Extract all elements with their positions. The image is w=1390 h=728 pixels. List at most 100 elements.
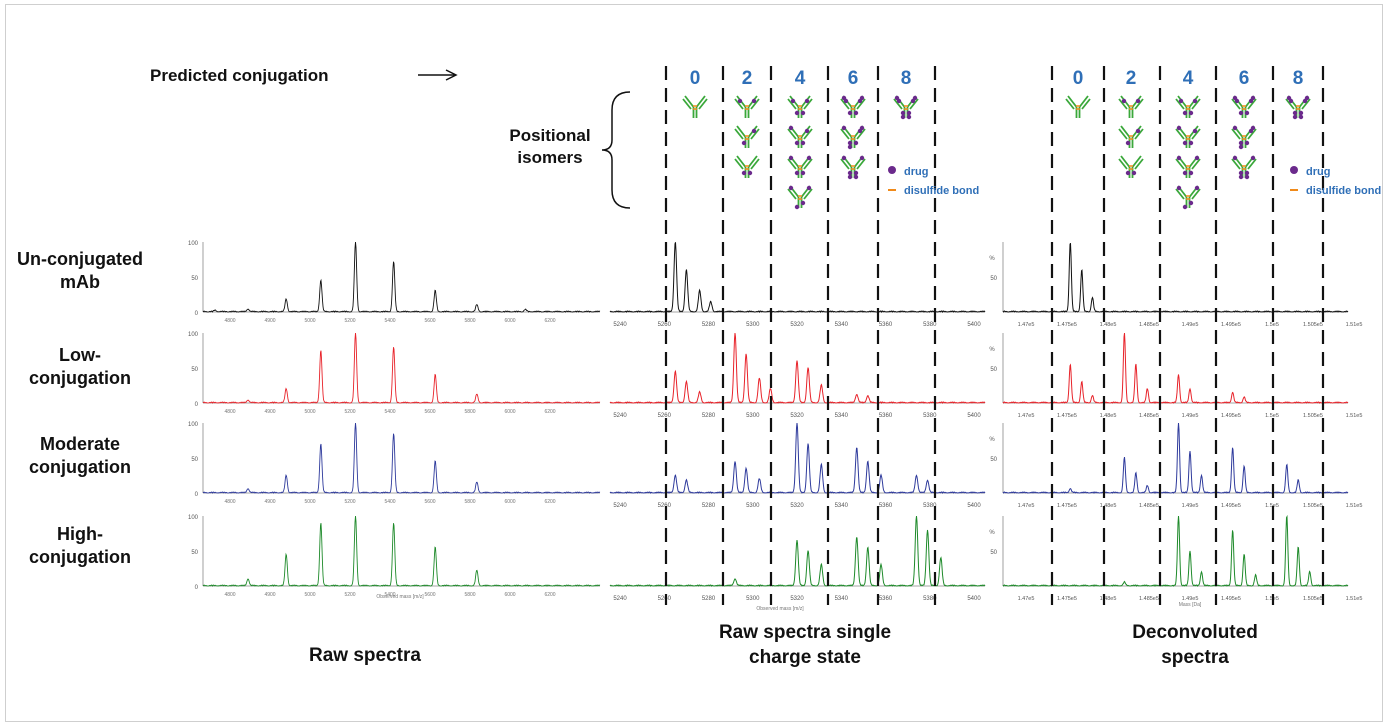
- raw-ytick-moderate-2: 100: [188, 422, 199, 428]
- dec-series-moderate: [1002, 422, 1349, 494]
- dec-legend-drug: drug: [1306, 166, 1330, 178]
- raw-xtick-unconjugated-2: 5000: [304, 318, 315, 324]
- scs-xtick-moderate-5: 5340: [835, 503, 849, 509]
- dec-xtick-unconjugated-4: 1.49e5: [1182, 322, 1199, 328]
- predicted-conjugation-label: Predicted conjugation: [150, 66, 329, 85]
- dec-ytick-low: 50: [990, 367, 997, 373]
- raw-xtick-low-8: 6200: [544, 409, 555, 415]
- scs-xtick-moderate-2: 5280: [702, 503, 716, 509]
- dec-drug-dot-2-1-0: [1135, 128, 1141, 134]
- dec-conj-number-4: 4: [1183, 68, 1194, 89]
- dec-xtick-moderate-5: 1.495e5: [1221, 503, 1241, 509]
- dec-xtick-unconjugated-7: 1.505e5: [1303, 322, 1323, 328]
- raw-series-unconjugated: [202, 241, 601, 313]
- raw-xtick-unconjugated-0: 4800: [224, 318, 235, 324]
- scs-drug-dot-4-1-0: [804, 128, 810, 134]
- raw-xtick-high-0: 4800: [224, 592, 235, 598]
- dec-conj-number-8: 8: [1293, 68, 1304, 89]
- scs-xtick-high-4: 5320: [790, 596, 804, 602]
- scs-drug-dot-8-0-3: [906, 110, 912, 116]
- row-label-moderate: Moderate conjugation: [29, 434, 131, 477]
- scs-drug-dot-4-3-1: [788, 185, 794, 191]
- dec-drug-dot-8-0-4: [1286, 95, 1292, 101]
- scs-drug-dot-4-1-3: [788, 125, 794, 131]
- raw-ytick-unconjugated-2: 100: [188, 241, 199, 247]
- row-label-high: High-conjugation: [29, 524, 131, 567]
- raw-xtick-low-2: 5000: [304, 409, 315, 415]
- dec-drug-dot-2-1-1: [1125, 140, 1131, 146]
- scs-xtick-low-3: 5300: [746, 413, 760, 419]
- raw-xtick-unconjugated-5: 5600: [424, 318, 435, 324]
- raw-xlabel: Observed mass [m/z]: [376, 594, 424, 600]
- raw-xtick-unconjugated-6: 5800: [464, 318, 475, 324]
- raw-xtick-moderate-1: 4900: [264, 499, 275, 505]
- raw-ytick-unconjugated-0: 0: [195, 311, 199, 317]
- scs-drug-dot-4-2-1: [800, 170, 806, 176]
- dec-drug-dot-6-1-4: [1250, 125, 1256, 131]
- raw-xtick-unconjugated-7: 6000: [504, 318, 515, 324]
- scs-xtick-moderate-1: 5260: [658, 503, 672, 509]
- dec-drug-dot-4-1-0: [1192, 128, 1198, 134]
- dec-antibody-icon-2-2: [1118, 155, 1144, 179]
- scs-drug-dot-2-0-0: [737, 98, 743, 104]
- dec-ytick-moderate: 50: [990, 457, 997, 463]
- raw-xtick-high-4: 5400: [384, 592, 395, 598]
- scs-xtick-moderate-6: 5360: [879, 503, 893, 509]
- scs-drug-dot-6-1-1: [847, 140, 853, 146]
- dec-xtick-moderate-7: 1.505e5: [1303, 503, 1323, 509]
- dec-series-low: [1002, 332, 1349, 404]
- dec-drug-dot-4-0-3: [1188, 110, 1194, 116]
- raw-xtick-high-3: 5200: [344, 592, 355, 598]
- scs-antibody-icon-2-1: [734, 125, 760, 149]
- dec-drug-dot-6-2-4: [1238, 174, 1244, 180]
- scs-drug-dot-2-0-1: [751, 98, 757, 104]
- dec-drug-dot-6-1-1: [1238, 140, 1244, 146]
- dec-xlabel: Mass [Da]: [1179, 602, 1202, 608]
- scs-xtick-high-5: 5340: [835, 596, 849, 602]
- scs-xtick-unconjugated-4: 5320: [790, 322, 804, 328]
- dec-xtick-unconjugated-2: 1.48e5: [1100, 322, 1117, 328]
- scs-series-low: [609, 332, 986, 404]
- scs-xtick-low-7: 5380: [923, 413, 937, 419]
- dec-ytick-unconjugated: 50: [990, 276, 997, 282]
- scs-drug-dot-6-1-5: [847, 144, 853, 150]
- footer-raw-spectra: Raw spectra: [309, 645, 421, 666]
- scs-xtick-unconjugated-0: 5240: [613, 322, 627, 328]
- dec-drug-dot-8-0-5: [1304, 95, 1310, 101]
- dec-xtick-low-5: 1.495e5: [1221, 413, 1241, 419]
- dec-legend-disulfide: disulfide bond: [1306, 185, 1381, 197]
- dec-drug-dot-8-0-3: [1298, 110, 1304, 116]
- dec-drug-dot-2-0-0: [1121, 98, 1127, 104]
- dec-xtick-low-1: 1.475e5: [1057, 413, 1077, 419]
- dec-drug-dot-6-1-5: [1238, 144, 1244, 150]
- dec-antibody-icon-4-0: [1175, 95, 1201, 119]
- dec-drug-dot-8-0-7: [1298, 114, 1304, 120]
- scs-drug-dot-4-3-2: [806, 185, 812, 191]
- raw-xtick-unconjugated-4: 5400: [384, 318, 395, 324]
- dec-drug-dot-8-0-6: [1292, 114, 1298, 120]
- dec-xtick-unconjugated-3: 1.485e5: [1139, 322, 1159, 328]
- scs-xtick-moderate-0: 5240: [613, 503, 627, 509]
- dec-xtick-high-2: 1.48e5: [1100, 596, 1117, 602]
- scs-xtick-low-1: 5260: [658, 413, 672, 419]
- scs-xtick-unconjugated-8: 5400: [967, 322, 981, 328]
- row-label-low: Low-conjugation: [29, 345, 131, 388]
- footer-deconvoluted: Deconvoluted spectra: [1132, 622, 1258, 668]
- dec-xtick-high-3: 1.485e5: [1139, 596, 1159, 602]
- dec-xtick-low-6: 1.5e5: [1265, 413, 1279, 419]
- dec-drug-dot-6-2-0: [1238, 170, 1244, 176]
- scs-drug-dot-4-3-0: [800, 200, 806, 206]
- dec-drug-dot-4-0-1: [1192, 98, 1198, 104]
- scs-drug-dot-4-0-3: [800, 110, 806, 116]
- scs-xtick-moderate-8: 5400: [967, 503, 981, 509]
- dec-drug-dot-4-0-0: [1178, 98, 1184, 104]
- scs-drug-dot-4-2-3: [806, 155, 812, 161]
- dec-xtick-unconjugated-6: 1.5e5: [1265, 322, 1279, 328]
- scs-xtick-low-0: 5240: [613, 413, 627, 419]
- dec-xtick-low-7: 1.505e5: [1303, 413, 1323, 419]
- scs-drug-dot-8-0-5: [912, 95, 918, 101]
- scs-xlabel: Observed mass [m/z]: [756, 606, 804, 612]
- scs-antibody-icon-2-2: [734, 155, 760, 179]
- row-label-unconjugated: Un-conjugated mAb: [17, 249, 143, 292]
- scs-antibody-icon-0-0: [682, 95, 708, 119]
